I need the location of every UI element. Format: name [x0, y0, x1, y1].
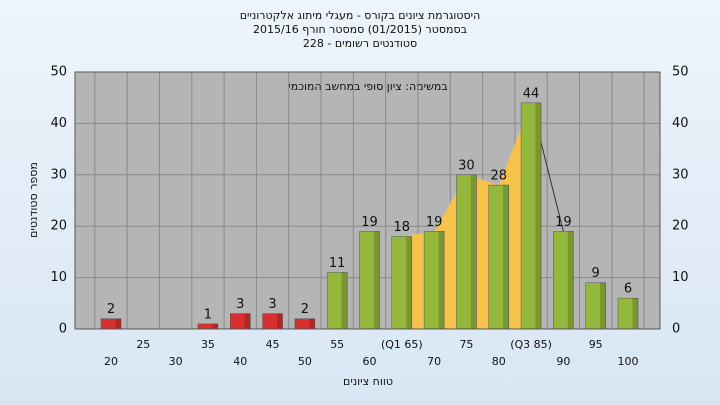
bar-shade: [470, 174, 477, 329]
x-tick-label: 60: [363, 355, 377, 368]
y2-tick-label: 0: [672, 322, 680, 337]
annotation: במשימה: ציון סופי במחשב המוכמי: [288, 80, 447, 93]
data-label: 44: [523, 86, 540, 101]
bar-shade: [212, 323, 218, 329]
data-label: 19: [426, 215, 443, 230]
bar-shade: [341, 272, 348, 329]
data-label: 19: [555, 215, 572, 230]
y-tick-label: 0: [59, 322, 67, 337]
bar-shade: [567, 231, 574, 329]
bar-shade: [632, 298, 639, 329]
data-label: 11: [329, 256, 346, 271]
bar-shade: [244, 313, 251, 329]
x-tick-label: 50: [298, 355, 312, 368]
y2-tick-label: 40: [672, 116, 689, 131]
x-tick-label: 40: [233, 355, 247, 368]
bar-shade: [115, 318, 122, 329]
bar-shade: [503, 185, 509, 329]
y-tick-label: 50: [50, 65, 67, 80]
y-tick-label: 20: [50, 219, 67, 234]
x-tick-label: 100: [618, 355, 639, 368]
y2-tick-label: 20: [672, 219, 689, 234]
y2-tick-label: 10: [672, 270, 689, 285]
y-axis-label: מספר סטודנטים: [27, 162, 40, 238]
x-tick-label: 70: [427, 355, 441, 368]
x-tick-label: (Q3 85): [510, 338, 552, 351]
data-label: 1: [204, 307, 212, 322]
x-tick-label: 45: [266, 338, 280, 351]
plot-border: [74, 71, 661, 330]
x-tick-label: 80: [492, 355, 506, 368]
data-label: 2: [301, 302, 309, 317]
y2-tick-label: 50: [672, 65, 689, 80]
data-label: 9: [592, 266, 600, 281]
data-label: 30: [458, 158, 475, 173]
x-tick-label: (Q1 65): [381, 338, 423, 351]
bar-shade: [276, 313, 283, 329]
x-tick-label: 25: [136, 338, 150, 351]
bar-shade: [373, 231, 380, 329]
y-tick-label: 40: [50, 116, 67, 131]
data-label: 3: [268, 297, 276, 312]
data-label: 28: [490, 169, 507, 184]
chart-title: היסטוגרמת ציונים בקורס - מעגלי מיתוג אלק…: [240, 9, 481, 22]
x-tick-label: 20: [104, 355, 118, 368]
x-tick-label: 35: [201, 338, 215, 351]
data-label: 2: [107, 302, 115, 317]
data-label: 3: [236, 297, 244, 312]
chart-subtitle: בסמסטר (01/2015) סמסטר חורף 2015/16: [253, 23, 467, 36]
data-label: 6: [624, 282, 632, 297]
bar-shade: [438, 231, 445, 329]
data-label: 18: [394, 220, 411, 235]
bar-shade: [406, 236, 412, 329]
x-tick-label: 90: [556, 355, 570, 368]
x-tick-label: 55: [330, 338, 344, 351]
bar-shade: [535, 102, 542, 329]
x-axis-label: טווח ציונים: [343, 375, 393, 388]
y2-tick-label: 30: [672, 167, 689, 182]
bar-shade: [600, 282, 606, 329]
chart-subtitle: סטודנטים רשומים - 228: [303, 37, 417, 50]
y-tick-label: 10: [50, 270, 67, 285]
x-tick-label: 75: [459, 338, 473, 351]
data-label: 19: [361, 215, 378, 230]
x-tick-label: 30: [169, 355, 183, 368]
x-tick-label: 95: [589, 338, 603, 351]
bar-shade: [309, 318, 315, 329]
y-tick-label: 30: [50, 167, 67, 182]
